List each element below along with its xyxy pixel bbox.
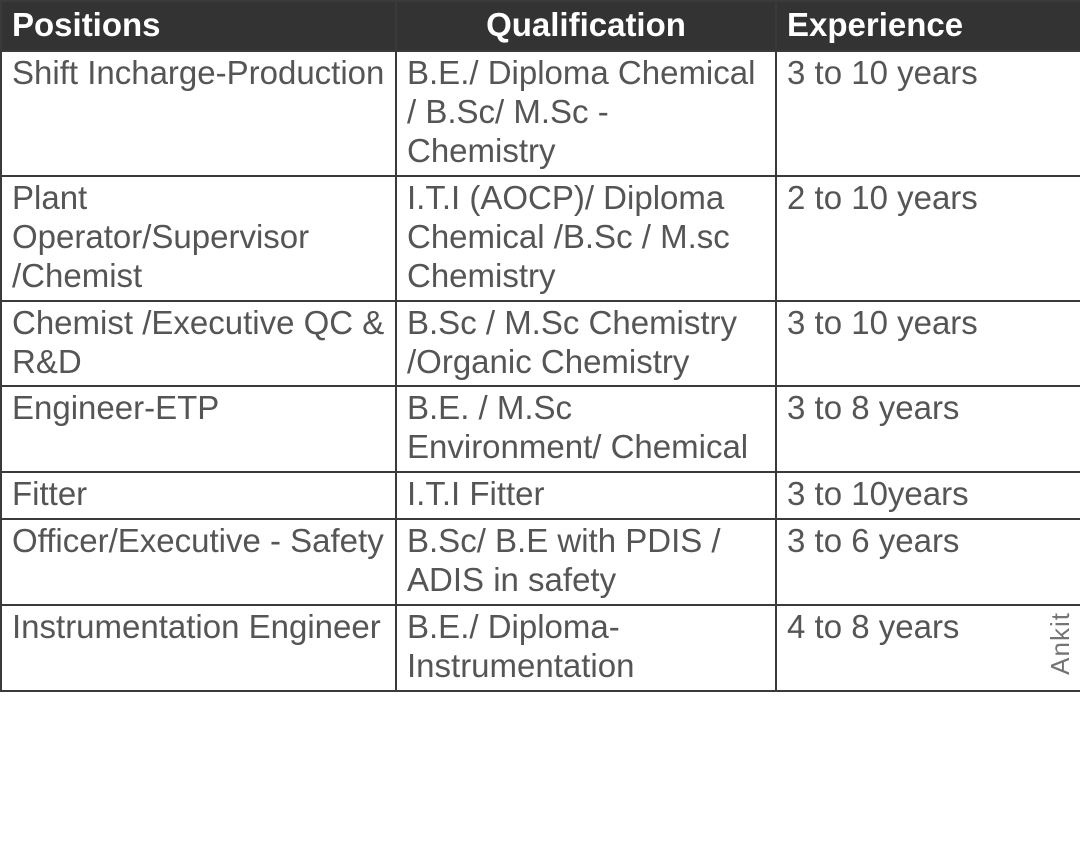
table-row: Plant Operator/Supervisor /Chemist I.T.I…	[1, 176, 1080, 301]
cell-qualification: B.Sc/ B.E with PDIS / ADIS in safety	[396, 519, 776, 605]
cell-experience: 3 to 6 years	[776, 519, 1080, 605]
cell-experience: 3 to 10years	[776, 472, 1080, 519]
table-header: Positions Qualification Experience	[1, 1, 1080, 51]
cell-qualification: B.E./ Diploma Chemical / B.Sc/ M.Sc - Ch…	[396, 51, 776, 176]
cell-positions: Officer/Executive - Safety	[1, 519, 396, 605]
table-row: Fitter I.T.I Fitter 3 to 10years	[1, 472, 1080, 519]
cell-positions: Instrumentation Engineer	[1, 605, 396, 691]
table-row: Instrumentation Engineer B.E./ Diploma- …	[1, 605, 1080, 691]
header-qualification: Qualification	[396, 1, 776, 51]
cell-positions: Chemist /Executive QC & R&D	[1, 301, 396, 387]
cell-qualification: I.T.I Fitter	[396, 472, 776, 519]
cell-positions: Shift Incharge-Production	[1, 51, 396, 176]
cell-qualification: B.E. / M.Sc Environment/ Chemical	[396, 386, 776, 472]
table-body: Shift Incharge-Production B.E./ Diploma …	[1, 51, 1080, 691]
table-row: Engineer-ETP B.E. / M.Sc Environment/ Ch…	[1, 386, 1080, 472]
cell-experience: 2 to 10 years	[776, 176, 1080, 301]
cell-qualification: B.E./ Diploma- Instrumentation	[396, 605, 776, 691]
table-row: Chemist /Executive QC & R&D B.Sc / M.Sc …	[1, 301, 1080, 387]
cell-experience: 4 to 8 years	[776, 605, 1080, 691]
cell-experience: 3 to 8 years	[776, 386, 1080, 472]
cell-qualification: I.T.I (AOCP)/ Diploma Chemical /B.Sc / M…	[396, 176, 776, 301]
watermark: Ankit	[1045, 612, 1076, 675]
cell-experience: 3 to 10 years	[776, 51, 1080, 176]
cell-positions: Engineer-ETP	[1, 386, 396, 472]
header-positions: Positions	[1, 1, 396, 51]
table-row: Shift Incharge-Production B.E./ Diploma …	[1, 51, 1080, 176]
cell-positions: Plant Operator/Supervisor /Chemist	[1, 176, 396, 301]
jobs-table: Positions Qualification Experience Shift…	[0, 0, 1080, 692]
table-header-row: Positions Qualification Experience	[1, 1, 1080, 51]
header-experience: Experience	[776, 1, 1080, 51]
cell-experience: 3 to 10 years	[776, 301, 1080, 387]
table-row: Officer/Executive - Safety B.Sc/ B.E wit…	[1, 519, 1080, 605]
cell-positions: Fitter	[1, 472, 396, 519]
cell-qualification: B.Sc / M.Sc Chemistry /Organic Chemistry	[396, 301, 776, 387]
jobs-table-container: Positions Qualification Experience Shift…	[0, 0, 1080, 692]
